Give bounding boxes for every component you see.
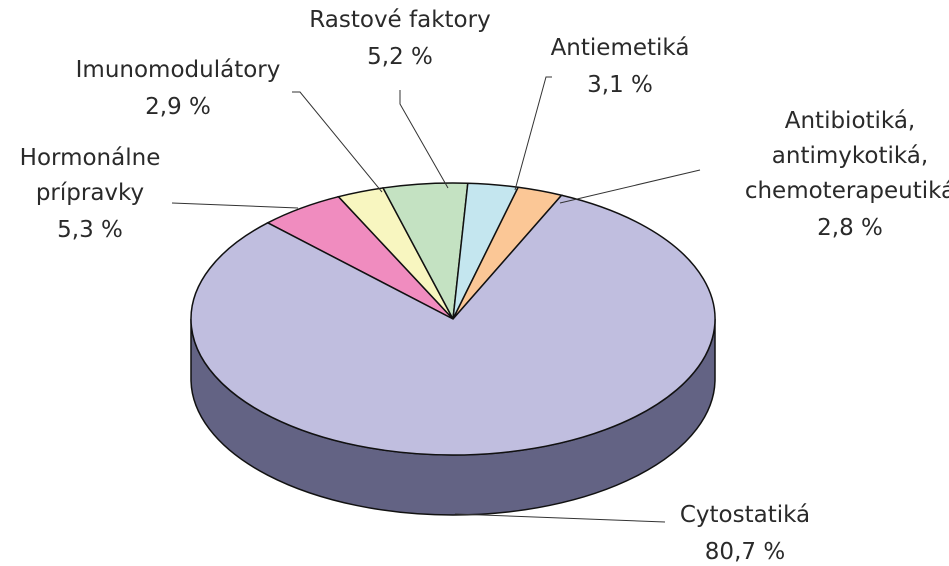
leader-line — [514, 76, 552, 191]
slice-label: Hormonálne prípravky — [20, 145, 161, 206]
value-label: 2,8 % — [817, 215, 883, 241]
value-label: 2,9 % — [145, 94, 211, 120]
leader-line — [559, 169, 701, 204]
value-label: 3,1 % — [587, 72, 653, 98]
value-label: 5,3 % — [57, 217, 123, 243]
slice-label: Cytostatiká — [680, 502, 810, 528]
slice-label: Rastové faktory — [309, 7, 490, 33]
slice-label: Imunomodulátory — [76, 57, 281, 83]
leader-line — [399, 90, 449, 189]
leader-line — [292, 91, 383, 193]
value-label: 5,2 % — [367, 44, 433, 70]
slice-label: Antibiotiká, antimykotiká, chemoterapeutik… — [745, 108, 949, 204]
slice-label: Antiemetiká — [551, 35, 690, 61]
leader-line — [171, 202, 299, 209]
pie-slice — [190, 194, 716, 456]
value-label: 80,7 % — [705, 539, 785, 565]
leader-line — [454, 513, 666, 523]
